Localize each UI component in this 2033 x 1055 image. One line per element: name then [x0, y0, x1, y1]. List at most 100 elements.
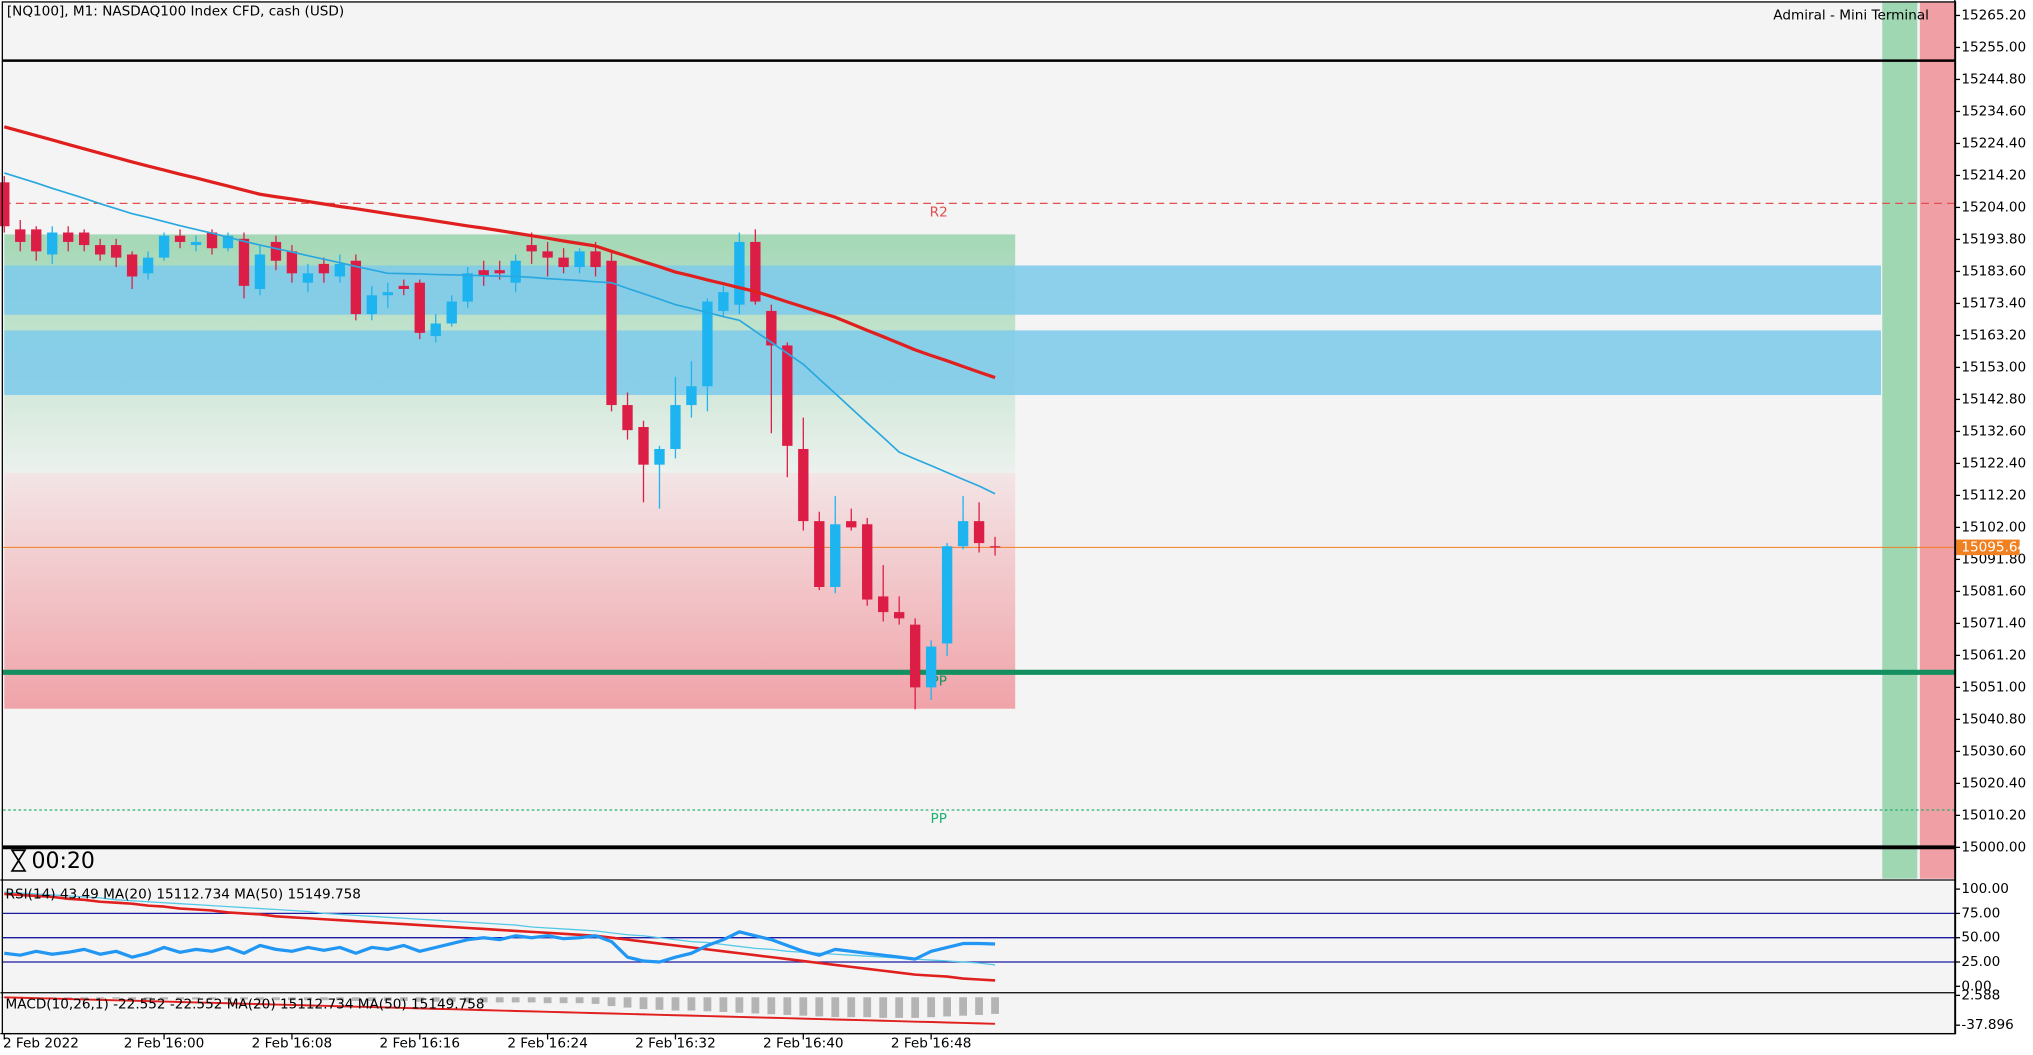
candle-body [0, 182, 10, 227]
histogram-bar [655, 997, 664, 1010]
histogram-bar [719, 997, 728, 1013]
candle-body [254, 254, 266, 289]
histogram-bar [831, 997, 840, 1018]
candle-body [110, 245, 122, 258]
candle-body [718, 292, 729, 311]
candle-body [302, 273, 314, 283]
candle-body [925, 646, 937, 688]
timer-icon [10, 849, 27, 872]
histogram-bar [208, 997, 216, 1000]
histogram-bar [447, 997, 456, 1002]
moving-average [4, 172, 996, 495]
candle-body [606, 260, 617, 406]
histogram-bar [112, 997, 121, 999]
candle-body [973, 521, 985, 544]
candle-body [398, 285, 409, 289]
candle-body [957, 521, 969, 547]
chart-title: [NQ100], M1: NASDAQ100 Index CFD, cash (… [7, 4, 344, 20]
histogram-bar [959, 997, 967, 1016]
histogram-bar [192, 997, 200, 1000]
candle-body [574, 251, 585, 268]
y-tick-label: 15204.00 [1961, 199, 2026, 215]
candle-body [893, 612, 905, 619]
moving-average [3, 125, 996, 380]
candle-body [366, 295, 378, 315]
candle-body [590, 251, 601, 268]
y-tick-label: 15163.20 [1961, 327, 2026, 343]
candle-body [494, 270, 505, 274]
x-tick-label: 2 Feb 2022 [3, 1035, 79, 1051]
indicator-line [4, 892, 996, 982]
x-tick-label: 2 Feb 16:48 [891, 1035, 972, 1051]
y-tick-label: 15224.40 [1961, 135, 2026, 151]
histogram-bar [687, 997, 696, 1011]
candle-body [47, 232, 58, 255]
candle-body [862, 524, 873, 600]
histogram-bar [591, 997, 600, 1004]
y-tick-label: 15183.60 [1961, 263, 2026, 279]
rsi-pane [2, 881, 1955, 992]
y-tick-label: 15081.60 [1961, 583, 2026, 599]
histogram-bar [224, 997, 232, 1000]
x-tick-label: 2 Feb 16:24 [507, 1035, 588, 1051]
histogram-bar [607, 997, 616, 1007]
candle-body [670, 405, 681, 449]
histogram-bar [895, 997, 904, 1018]
histogram-bar [911, 997, 920, 1018]
candle-body [334, 263, 346, 277]
histogram-bar [735, 997, 744, 1013]
y-tick-label: 15234.60 [1961, 103, 2026, 119]
histogram-bar [639, 997, 648, 1010]
histogram-bar [623, 997, 632, 1008]
level-label: PP [931, 811, 947, 827]
candle-body [909, 624, 921, 688]
histogram-bar [575, 997, 584, 1004]
y-tick-label: 2.588 [1961, 987, 2000, 1003]
y-tick-label: 15000.00 [1961, 839, 2026, 855]
y-tick-label: 75.00 [1961, 905, 2000, 921]
candle-body [63, 232, 74, 242]
x-tick-label: 2 Feb 16:00 [124, 1035, 205, 1051]
candle-body [878, 596, 889, 613]
y-tick-label: 15173.40 [1961, 295, 2026, 311]
x-tick-label: 2 Feb 16:16 [379, 1035, 460, 1051]
candle-body [989, 546, 1001, 548]
histogram-bar [671, 997, 680, 1011]
candle-body [510, 260, 521, 283]
histogram-bar [240, 997, 248, 1000]
histogram-bar [783, 997, 792, 1015]
candle-body [478, 270, 489, 277]
candle-body [350, 260, 362, 315]
candle-body [126, 254, 138, 277]
histogram-bar [927, 997, 936, 1018]
y-tick-label: 15265.20 [1961, 7, 2026, 23]
histogram-bar [975, 997, 983, 1015]
rsi-title: RSI(14) 43.49 MA(20) 15112.734 MA(50) 15… [6, 886, 361, 902]
y-tick-label: 50.00 [1961, 930, 2000, 946]
y-tick-label: 15132.60 [1961, 423, 2026, 439]
candle-body [238, 238, 250, 286]
frame [1, 1, 1957, 1035]
histogram-bar [128, 997, 137, 1000]
histogram-bar [319, 997, 328, 1001]
y-tick-label: 15244.80 [1961, 71, 2026, 87]
candle-body [286, 251, 298, 274]
candle-body [174, 235, 186, 242]
histogram-bar [559, 997, 568, 1004]
y-tick-label: 15193.80 [1961, 231, 2026, 247]
hourglass [10, 849, 27, 872]
y-tick-label: 25.00 [1961, 954, 2000, 970]
candle-body [782, 345, 793, 446]
candle-body [78, 232, 90, 246]
histogram-bar [335, 997, 344, 1001]
signal-line [4, 996, 996, 1025]
buy-stripe [1882, 2, 1918, 879]
y-tick-label: 15040.80 [1961, 711, 2026, 727]
histogram-bar [256, 997, 264, 1001]
histogram-bar [431, 997, 440, 1002]
y-tick-label: -37.896 [1961, 1017, 2013, 1033]
candle-body [941, 546, 953, 644]
histogram-bar [96, 997, 105, 999]
candle-body [270, 241, 282, 261]
candle-body [654, 448, 665, 465]
